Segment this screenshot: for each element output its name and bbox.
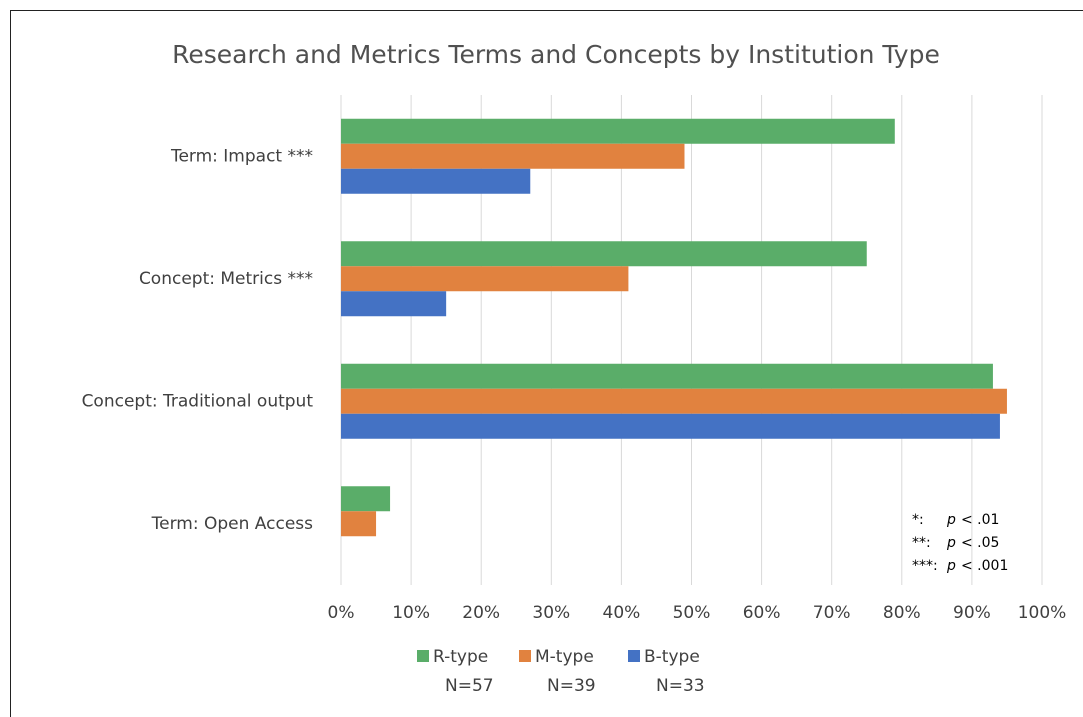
legend-n: N=39 xyxy=(547,676,596,696)
category-label: Concept: Traditional output xyxy=(82,391,314,411)
category-label: Concept: Metrics *** xyxy=(139,269,313,289)
annotation-symbol: *: xyxy=(912,512,924,528)
x-tick-label: 100% xyxy=(1018,603,1067,623)
x-tick-label: 40% xyxy=(603,603,641,623)
legend-swatch xyxy=(519,650,531,662)
category-label: Term: Open Access xyxy=(151,514,313,534)
annotation-threshold: < .05 xyxy=(961,535,999,551)
chart-title: Research and Metrics Terms and Concepts … xyxy=(172,40,940,69)
annotation-symbol: **: xyxy=(912,535,931,551)
annotation-p: p xyxy=(946,535,956,551)
annotation-symbol: ***: xyxy=(912,558,938,574)
legend-swatch xyxy=(417,650,429,662)
x-tick-label: 0% xyxy=(328,603,355,623)
annotation-p: p xyxy=(946,512,956,528)
bar xyxy=(341,363,993,389)
x-tick-label: 80% xyxy=(883,603,921,623)
x-tick-label: 50% xyxy=(673,603,711,623)
annotation-threshold: < .01 xyxy=(961,512,999,528)
x-tick-label: 70% xyxy=(813,603,851,623)
x-tick-label: 20% xyxy=(462,603,500,623)
bar xyxy=(341,511,377,537)
legend-swatch xyxy=(628,650,640,662)
chart-frame xyxy=(10,10,1083,717)
x-tick-label: 10% xyxy=(392,603,430,623)
legend-label: B-type xyxy=(644,647,700,667)
bar xyxy=(341,413,1000,439)
x-tick-label: 30% xyxy=(532,603,570,623)
legend-n: N=33 xyxy=(656,676,705,696)
legend-label: M-type xyxy=(535,647,594,667)
bar xyxy=(341,486,391,512)
x-tick-label: 90% xyxy=(953,603,991,623)
legend-label: R-type xyxy=(433,647,488,667)
bar xyxy=(341,241,867,267)
category-label: Term: Impact *** xyxy=(170,146,313,166)
annotation-p: p xyxy=(946,558,956,574)
bar xyxy=(341,388,1007,414)
bar xyxy=(341,291,447,317)
bar xyxy=(341,168,531,194)
bar xyxy=(341,118,895,144)
bar xyxy=(341,266,629,292)
legend-n: N=57 xyxy=(445,676,494,696)
annotation-threshold: < .001 xyxy=(961,558,1008,574)
x-tick-label: 60% xyxy=(743,603,781,623)
bar xyxy=(341,143,685,169)
